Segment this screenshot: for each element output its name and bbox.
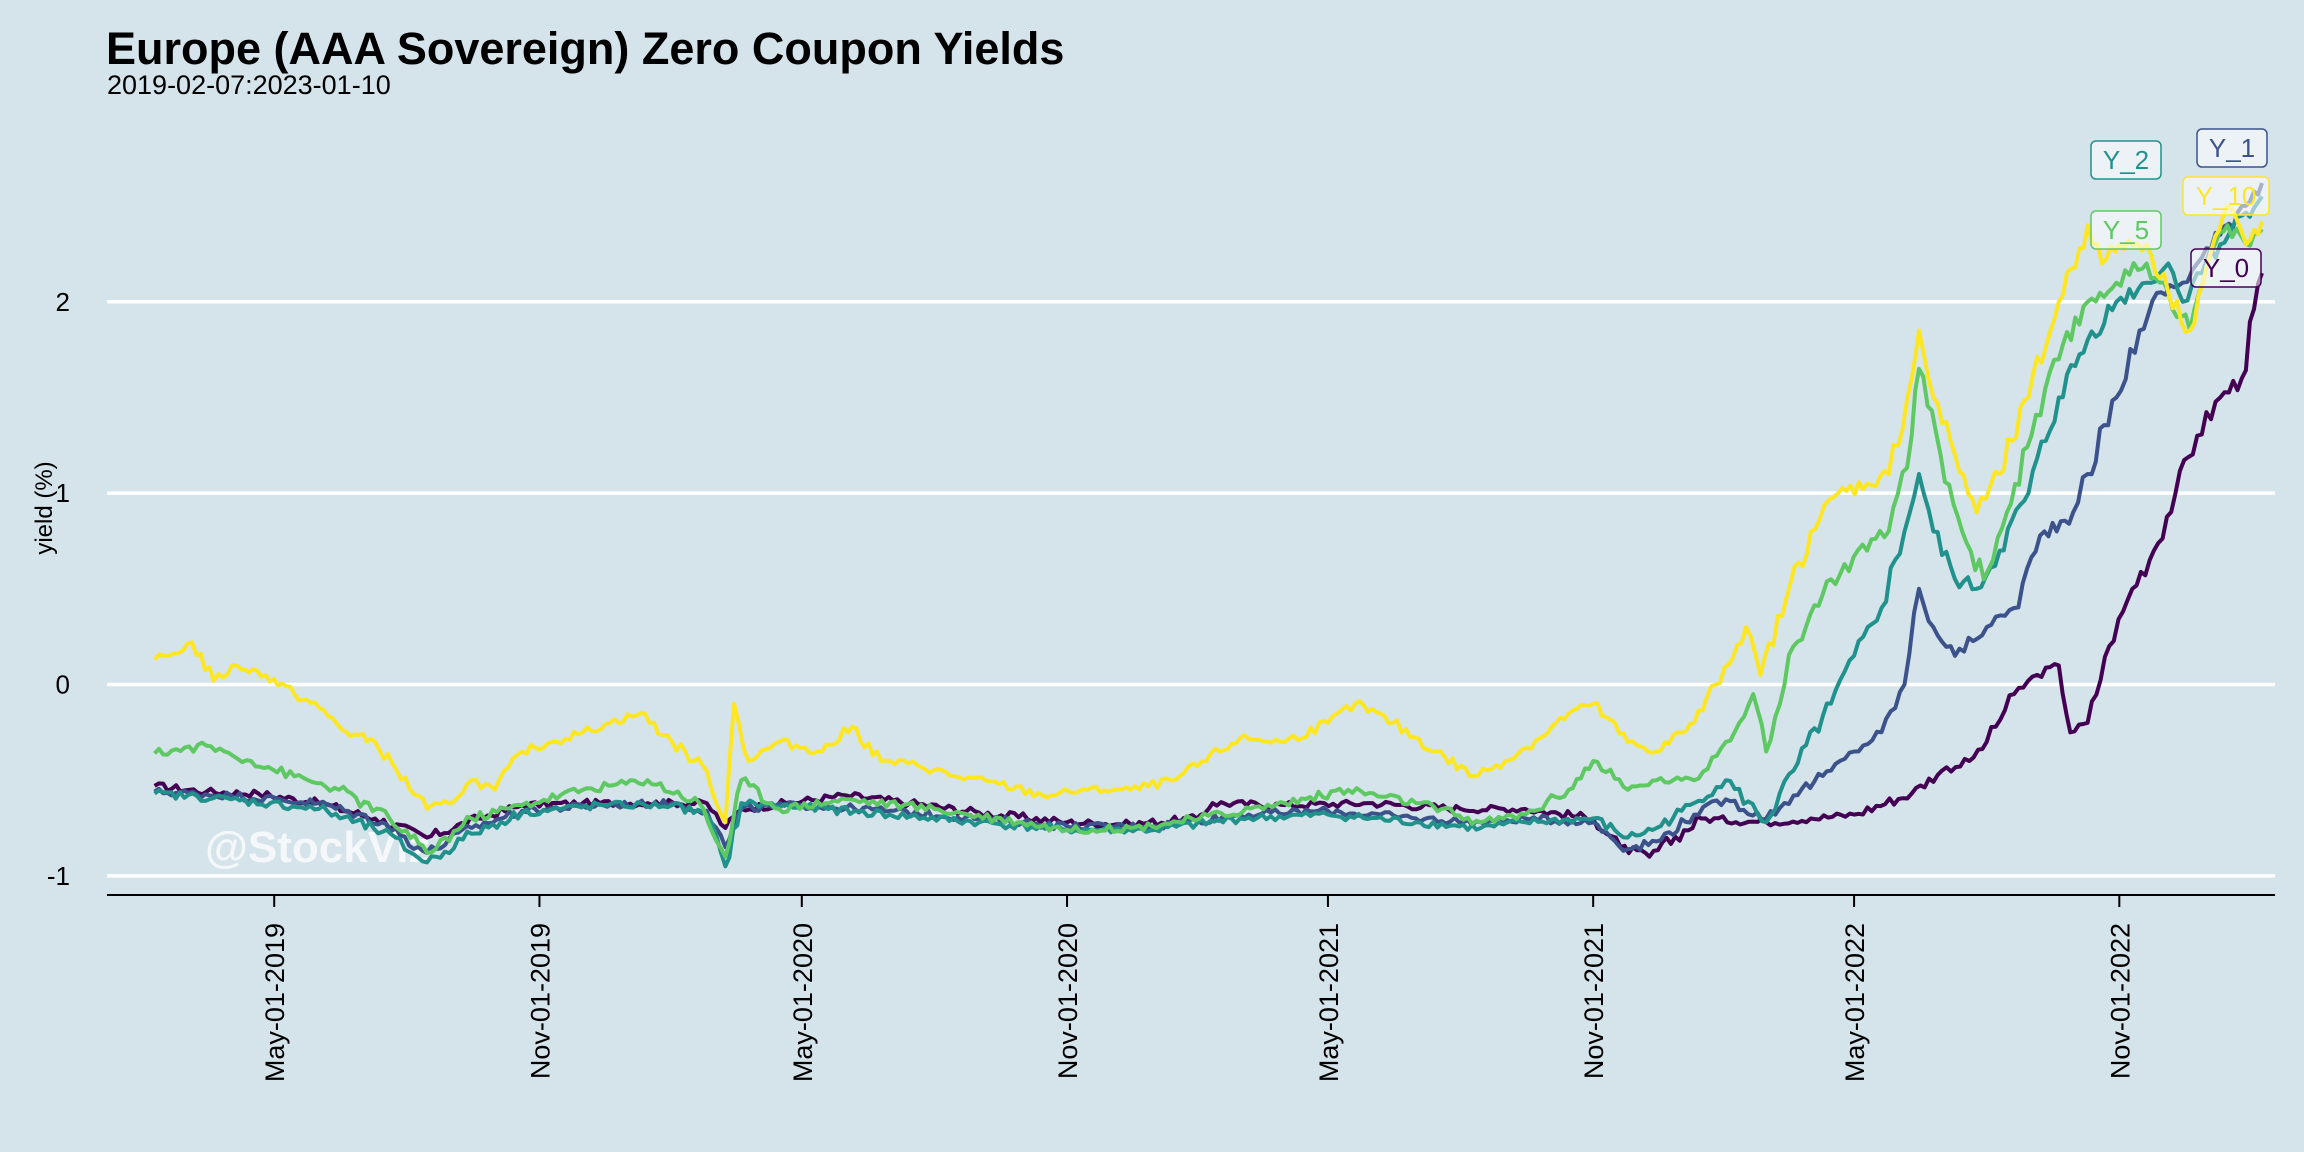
x-tick-label: May-01-2019 bbox=[260, 923, 290, 1082]
series-label-y_2: Y_2 bbox=[2090, 140, 2162, 180]
series-line-y_10 bbox=[153, 204, 2264, 825]
x-tick-label: May-01-2021 bbox=[1314, 923, 1344, 1082]
series-label-box bbox=[2196, 128, 2268, 168]
series-end-labels: Y_0 Y_1 Y_2 Y_5 Y_10 bbox=[2090, 128, 2270, 288]
gridlines bbox=[107, 300, 2275, 878]
series-label-box bbox=[2190, 248, 2262, 288]
x-tick-label: Nov-01-2020 bbox=[1053, 923, 1083, 1079]
series-line-y_5 bbox=[153, 223, 2264, 859]
series-label-text: Y_2 bbox=[2103, 145, 2149, 175]
y-axis-label: yield (%) bbox=[31, 461, 58, 554]
y-tick-labels: -1 0 1 2 bbox=[47, 287, 70, 891]
series-label-text: Y_10 bbox=[2196, 181, 2257, 211]
x-tick-label: May-01-2020 bbox=[788, 923, 818, 1082]
x-axis: May-01-2019 Nov-01-2019 May-01-2020 Nov-01-… bbox=[107, 894, 2275, 1082]
series-label-text: Y_0 bbox=[2203, 253, 2249, 283]
chart-title: Europe (AAA Sovereign) Zero Coupon Yield… bbox=[106, 23, 1065, 74]
series-label-y_0: Y_0 bbox=[2190, 248, 2262, 288]
y-tick-label: 1 bbox=[56, 478, 70, 508]
series-label-box bbox=[2182, 176, 2270, 216]
y-tick-label: 2 bbox=[56, 287, 70, 317]
x-tick-label: May-01-2022 bbox=[1840, 923, 1870, 1082]
series-label-box bbox=[2090, 140, 2162, 180]
series-label-text: Y_1 bbox=[2209, 133, 2255, 163]
chart-subtitle: 2019-02-07:2023-01-10 bbox=[107, 70, 391, 100]
x-tick-label: Nov-01-2019 bbox=[525, 923, 555, 1079]
series-line-y_1 bbox=[153, 182, 2264, 855]
series-lines bbox=[153, 182, 2264, 869]
series-label-box bbox=[2090, 210, 2162, 250]
series-line-y_2 bbox=[153, 195, 2264, 869]
series-label-y_10: Y_10 bbox=[2182, 176, 2270, 216]
x-tick-label: Nov-01-2022 bbox=[2105, 923, 2135, 1079]
series-label-text: Y_5 bbox=[2103, 215, 2149, 245]
y-tick-label: 0 bbox=[56, 670, 70, 700]
series-label-y_5: Y_5 bbox=[2090, 210, 2162, 250]
x-tick-label: Nov-01-2021 bbox=[1579, 923, 1609, 1079]
series-label-y_1: Y_1 bbox=[2196, 128, 2268, 168]
series-line-y_0 bbox=[153, 272, 2264, 859]
y-tick-label: -1 bbox=[47, 861, 70, 891]
